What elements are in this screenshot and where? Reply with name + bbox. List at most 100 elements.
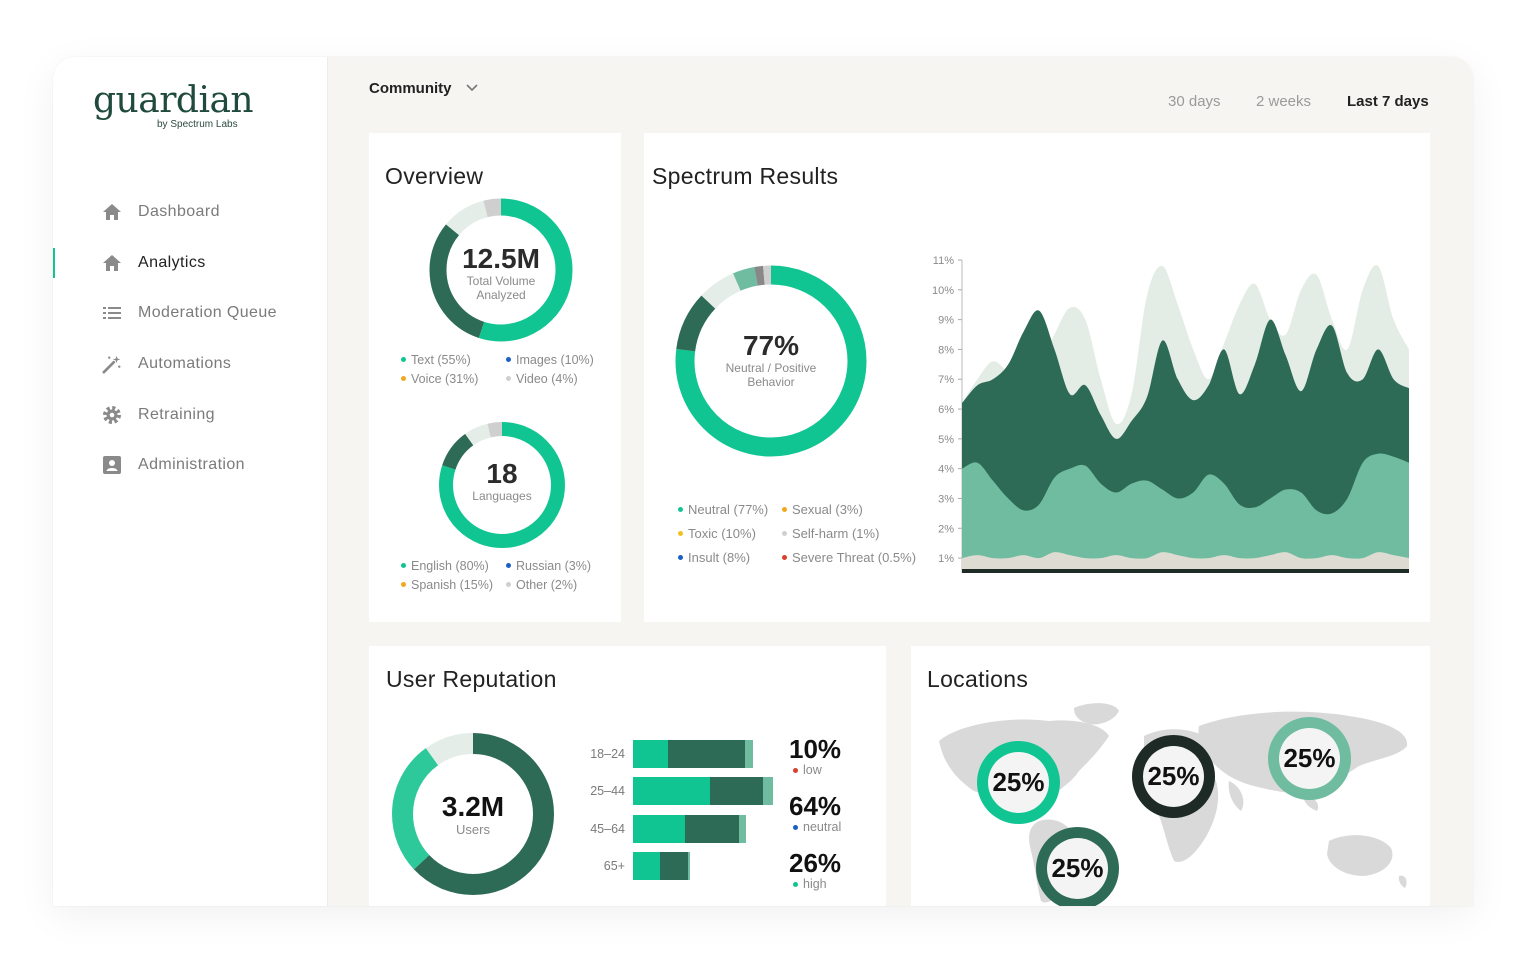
sidebar-nav: Dashboard Analytics Moderation Queue Aut… <box>53 187 328 491</box>
overview-title: Overview <box>385 163 484 189</box>
locations-card: Locations 25% 25% 25% 25% <box>911 646 1430 906</box>
sidebar-item-moderation-queue[interactable]: Moderation Queue <box>53 288 328 339</box>
stat-caption: high <box>789 877 841 891</box>
sidebar-item-retraining[interactable]: Retraining <box>53 389 328 440</box>
sidebar-item-dashboard[interactable]: Dashboard <box>53 187 328 238</box>
legend-item: Neutral (77%) <box>678 502 782 517</box>
reputation-caption: Users <box>456 822 490 837</box>
range-30-days[interactable]: 30 days <box>1168 93 1221 110</box>
reputation-donut <box>392 733 554 895</box>
legend-item: English (80%) <box>401 559 506 573</box>
sidebar-item-label: Retraining <box>138 405 215 423</box>
age-bar-label: 25–44 <box>590 784 625 798</box>
age-bar-label: 65+ <box>603 859 625 873</box>
area-series-2 <box>962 453 1409 573</box>
spectrum-value: 77% <box>742 330 800 361</box>
sidebar-item-administration[interactable]: Administration <box>53 440 328 491</box>
reputation-value: 3.2M <box>441 791 505 822</box>
area-series-3 <box>962 552 1409 573</box>
brand-logo[interactable]: guardian by Spectrum Labs <box>93 80 254 131</box>
age-bar-segment <box>763 777 773 805</box>
age-bar <box>633 815 747 843</box>
reputation-center: 3.2M Users <box>413 791 533 837</box>
reputation-stat-high: 26% high <box>789 849 841 891</box>
age-bar-segment <box>710 777 764 805</box>
age-bar <box>633 740 754 768</box>
y-tick-label: 6% <box>938 404 954 416</box>
legend-item: Images (10%) <box>506 353 594 367</box>
user-reputation-card: User Reputation 3.2M Users 18–24 25–44 45–… <box>369 646 886 906</box>
spectrum-caption-1: Neutral / Positive <box>725 361 817 375</box>
location-bubble[interactable]: 25% <box>1132 735 1215 818</box>
id-card-icon <box>102 455 122 475</box>
spectrum-title: Spectrum Results <box>652 163 839 189</box>
age-bar-label: 18–24 <box>590 747 625 761</box>
sidebar-item-label: Moderation Queue <box>138 304 277 322</box>
location-bubble[interactable]: 25% <box>977 741 1060 824</box>
area-baseline <box>962 569 1409 573</box>
location-bubble[interactable]: 25% <box>1036 827 1119 906</box>
languages-caption: Languages <box>472 489 532 503</box>
app-window: guardian by Spectrum Labs Dashboard Anal… <box>53 57 1473 906</box>
y-tick-label: 9% <box>938 315 954 327</box>
magic-wand-icon <box>102 354 122 374</box>
legend-item: Spanish (15%) <box>401 578 506 592</box>
legend-item: Other (2%) <box>506 578 577 592</box>
age-bar-row: 18–24 <box>579 740 754 768</box>
volume-caption-1: Total Volume <box>466 274 536 288</box>
sidebar-item-label: Dashboard <box>138 203 220 221</box>
reputation-stat-low: 10% low <box>789 735 841 777</box>
sidebar-item-analytics[interactable]: Analytics <box>53 238 328 289</box>
age-bar <box>633 777 773 805</box>
location-pct: 25% <box>1279 728 1340 789</box>
age-bar <box>633 852 691 880</box>
age-bar-row: 45–64 <box>579 815 747 843</box>
sidebar-item-label: Automations <box>138 355 232 373</box>
y-tick-label: 2% <box>938 523 954 535</box>
location-bubble[interactable]: 25% <box>1268 717 1351 800</box>
spectrum-center: 77% Neutral / Positive Behavior <box>711 330 831 390</box>
sidebar-item-automations[interactable]: Automations <box>53 339 328 390</box>
volume-value: 12.5M <box>462 243 540 274</box>
spectrum-caption-2: Behavior <box>747 375 795 389</box>
stat-pct: 64% <box>789 791 842 821</box>
location-pct: 25% <box>1047 838 1108 899</box>
range-last-7-days[interactable]: Last 7 days <box>1347 93 1429 110</box>
overview-card: Overview 12.5M Total Volume Analyzed Tex… <box>369 133 621 622</box>
legend-item: Russian (3%) <box>506 559 591 573</box>
legend-item: Sexual (3%) <box>782 502 863 517</box>
age-bar-row: 65+ <box>579 852 691 880</box>
volume-caption-2: Analyzed <box>476 288 526 302</box>
languages-legend: English (80%) Russian (3%) Spanish (15%)… <box>401 556 591 594</box>
age-bar-segment <box>684 815 740 843</box>
brand-name: guardian <box>93 80 254 121</box>
location-pct: 25% <box>988 752 1049 813</box>
legend-item: Self-harm (1%) <box>782 526 879 541</box>
age-bar-segment <box>687 852 691 880</box>
legend-item: Video (4%) <box>506 372 578 386</box>
y-tick-label: 7% <box>938 374 954 386</box>
y-tick-label: 8% <box>938 344 954 356</box>
y-tick-label: 10% <box>932 285 954 297</box>
age-bar-segment <box>633 852 660 880</box>
gear-icon <box>102 405 122 425</box>
age-bar-segment <box>633 777 710 805</box>
home-icon <box>102 202 122 222</box>
stat-caption: neutral <box>789 820 841 834</box>
age-bar-segment <box>739 815 747 843</box>
chevron-down-icon <box>465 79 478 97</box>
legend-item: Toxic (10%) <box>678 526 782 541</box>
age-bar-segment <box>668 740 745 768</box>
age-bar-row: 25–44 <box>579 777 773 805</box>
locations-title: Locations <box>927 666 1029 692</box>
range-2-weeks[interactable]: 2 weeks <box>1256 93 1312 110</box>
age-bar-segment <box>659 852 688 880</box>
community-select[interactable]: Community <box>369 79 478 97</box>
sidebar-item-label: Analytics <box>138 253 206 271</box>
age-bar-segment <box>633 815 685 843</box>
age-bar-segment <box>745 740 754 768</box>
volume-donut <box>429 198 573 342</box>
list-icon <box>102 303 122 323</box>
location-pct: 25% <box>1143 746 1204 807</box>
community-select-value: Community <box>369 79 452 97</box>
